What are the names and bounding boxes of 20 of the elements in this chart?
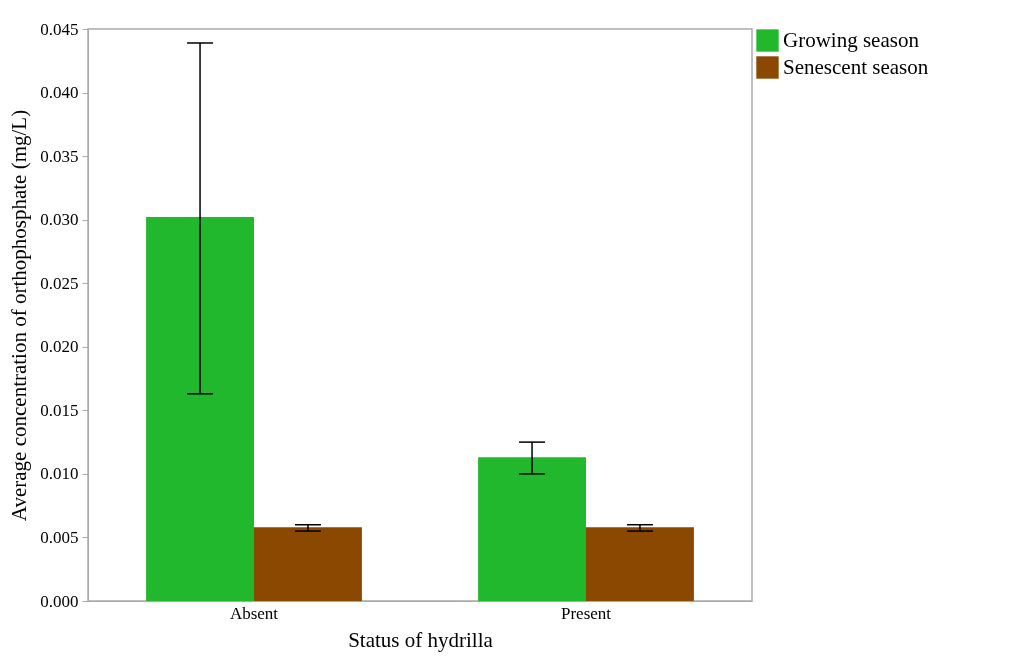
y-tick-label: 0.035 [40, 146, 79, 166]
bar [478, 457, 586, 601]
y-tick-label: 0.030 [40, 210, 79, 230]
y-tick-label: 0.040 [40, 83, 79, 103]
y-tick-label: 0.015 [40, 400, 79, 420]
y-tick-label: 0.025 [40, 273, 79, 293]
y-tick-label: 0.005 [40, 527, 79, 547]
bar [146, 217, 254, 601]
y-tick-label: 0.045 [40, 19, 79, 39]
x-tick-label: Present [560, 603, 612, 623]
bar [586, 527, 694, 601]
y-tick-label: 0.010 [40, 464, 79, 484]
y-tick-label: 0.020 [40, 337, 79, 357]
x-tick-label: Absent [229, 603, 279, 623]
y-axis-title: Average concentration of orthophosphate (mg/L) [7, 109, 32, 522]
legend-label: Senescent season [783, 54, 929, 79]
legend-label: Growing season [783, 27, 920, 52]
bar [254, 527, 362, 601]
x-axis-title: Status of hydrilla [348, 627, 494, 652]
y-tick-label: 0.000 [40, 591, 79, 611]
